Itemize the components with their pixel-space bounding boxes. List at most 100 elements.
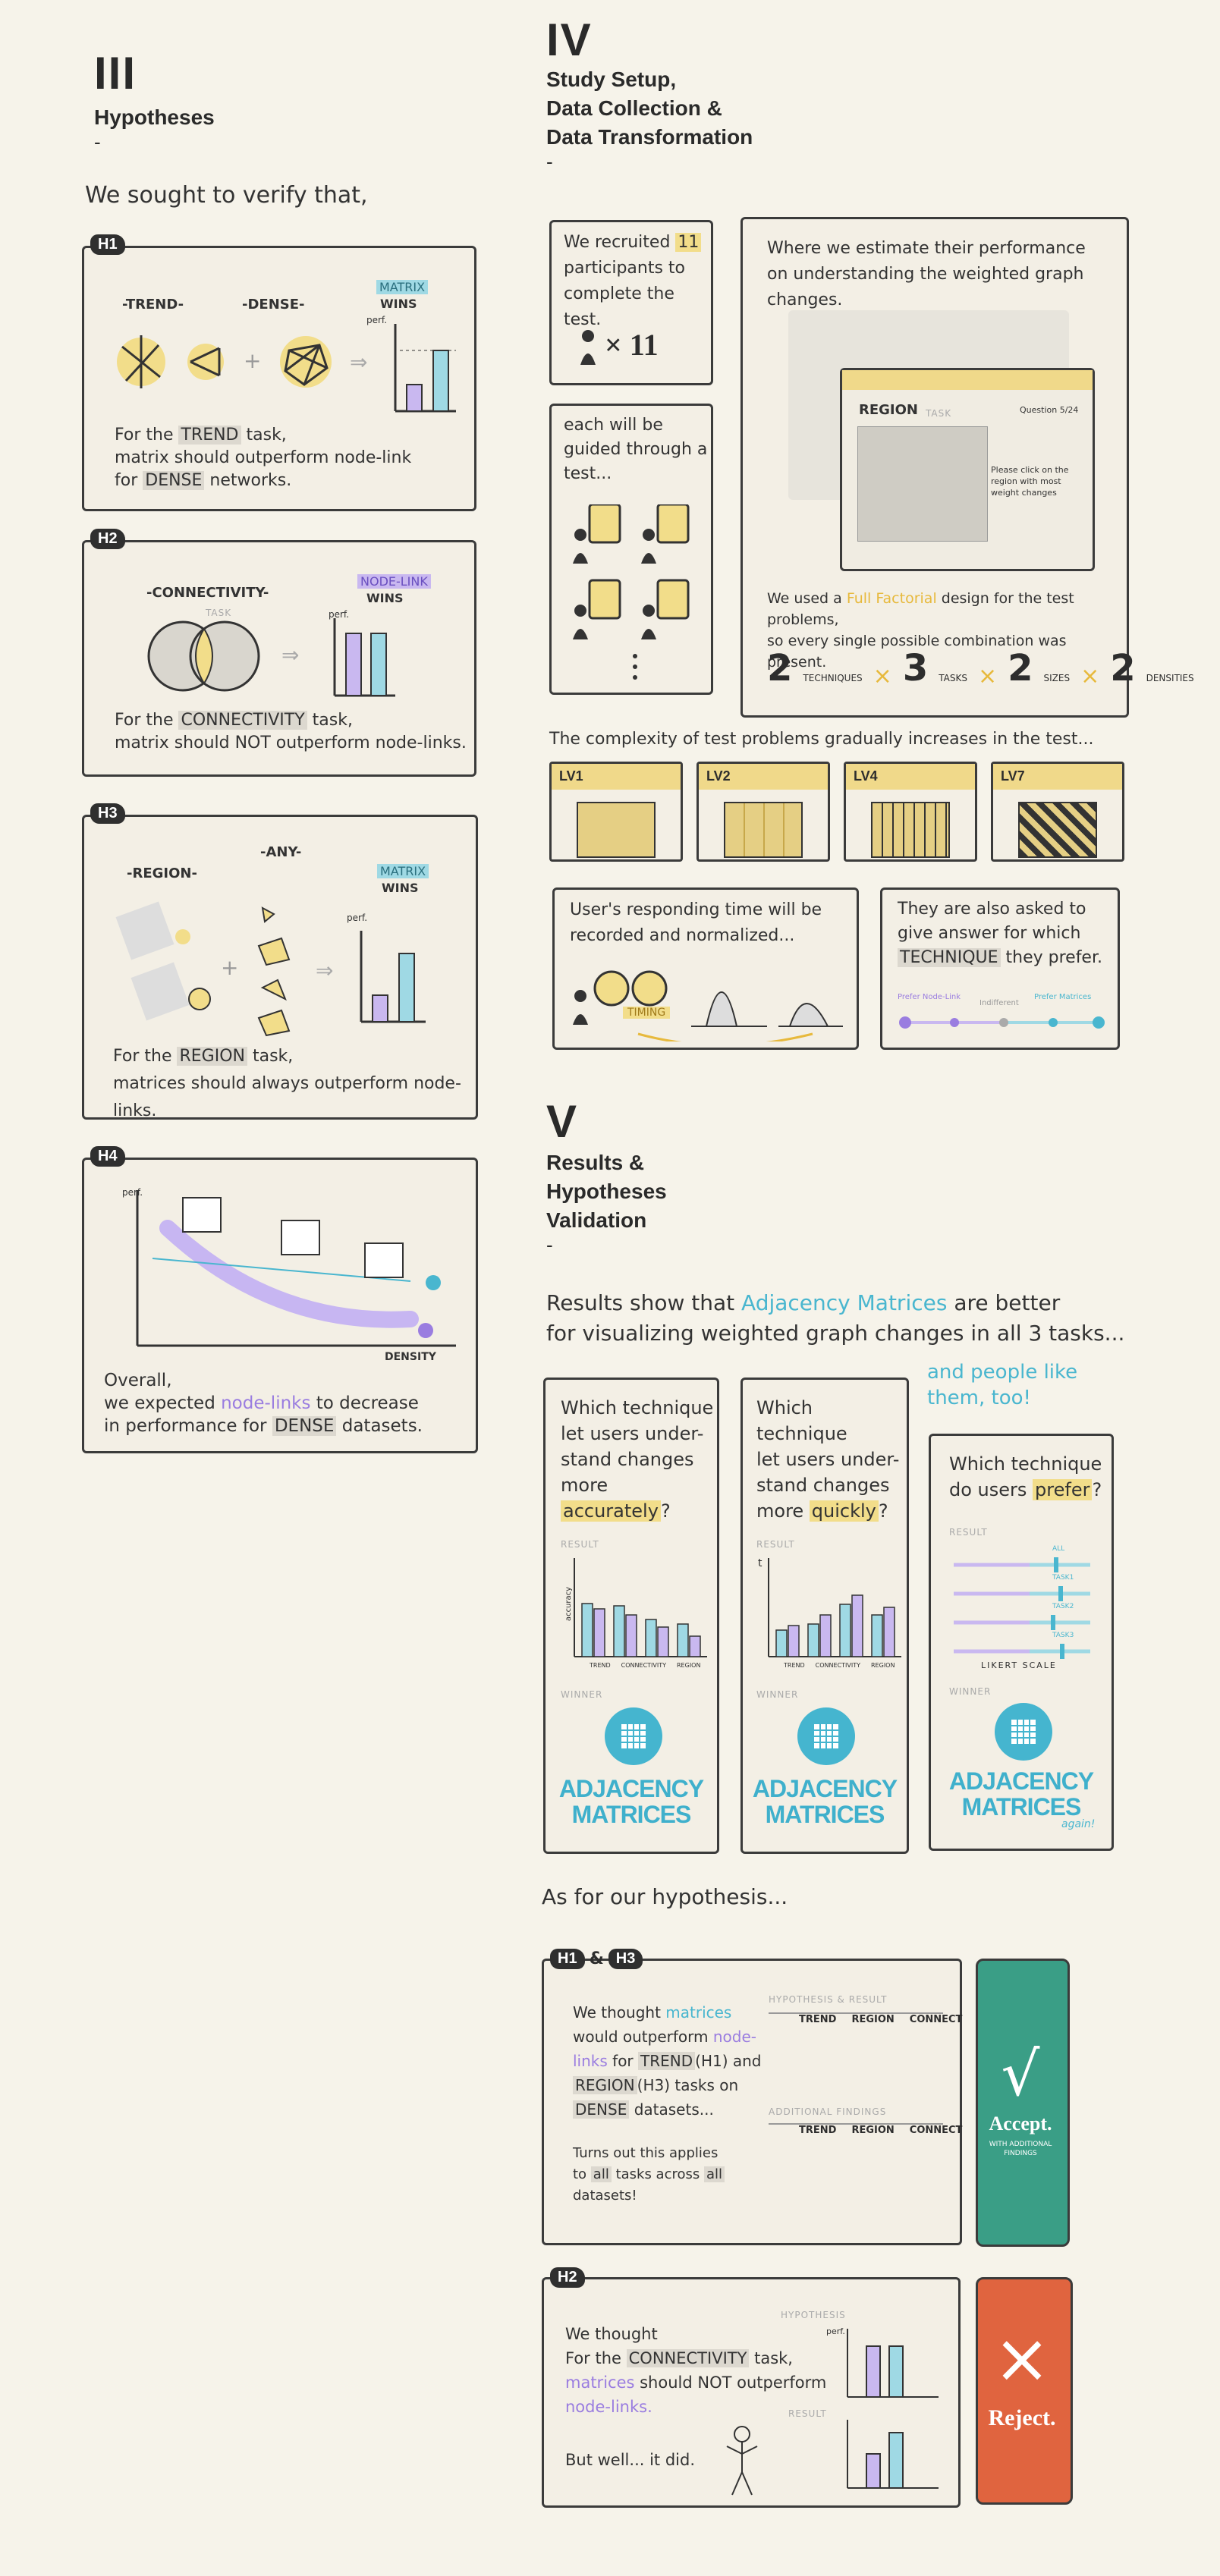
accept-sublabel: WITH ADDITIONAL FINDINGS: [989, 2141, 1052, 2157]
participant-icon: [579, 328, 596, 366]
h4-density-label: DENSITY: [385, 1351, 436, 1363]
h1-wins: WINS: [380, 297, 417, 311]
intro-text: We sought to verify that,: [85, 182, 368, 209]
h2-hypothesis-chart: [847, 2329, 939, 2398]
preference-likert-chart: [954, 1557, 1090, 1659]
adjacency-matrices-logo-text: ADJACENCY MATRICES: [752, 1775, 898, 1828]
h1-tag: H1: [90, 234, 125, 255]
h1-winner: MATRIX: [376, 280, 429, 294]
section-numeral: V: [546, 1096, 579, 1147]
guided-text: each will be guided through a test...: [564, 416, 708, 483]
h4-text: Overall, we expected node-links to decre…: [104, 1371, 423, 1436]
h1-task-trend: -TREND-: [122, 297, 184, 313]
likert-row-task2: TASK2: [1052, 1603, 1074, 1610]
factors-row: 2 TECHNIQUES × 3 TASKS × 2 SIZES × 2 DEN…: [767, 647, 1194, 690]
level-lv7: LV7: [991, 762, 1124, 862]
timing-card: User's responding time will be recorded a…: [552, 887, 859, 1050]
preference-question: Which technique do users prefer?: [949, 1453, 1102, 1500]
factor-techniques-label: TECHNIQUES: [803, 673, 863, 683]
h2-result-card: H2 We thought For the CONNECTIVITY task,…: [542, 2267, 961, 2508]
h2-text: For the CONNECTIVITY task, matrix should…: [115, 711, 467, 752]
speed-result-label: RESULT: [756, 1539, 795, 1550]
ui-region-label: REGION: [859, 402, 918, 418]
again-note: again!: [1061, 1818, 1096, 1830]
reject-verdict: × Reject.: [976, 2277, 1073, 2505]
results-text: Results show that Adjacency Matrices are…: [546, 1290, 1125, 1346]
h2-task: -CONNECTIVITY-: [146, 585, 269, 601]
prefer-left-label: Prefer Node-Link: [898, 993, 961, 1001]
accuracy-result-label: RESULT: [561, 1539, 599, 1550]
prefer-right-label: Prefer Matrices: [1034, 993, 1092, 1001]
timing-text: User's responding time will be recorded a…: [570, 900, 822, 945]
adjacency-matrix-icon: [797, 1707, 855, 1765]
h1-perf-label: perf.: [366, 315, 388, 325]
preference-result-card: Which technique do users prefer? RESULT …: [929, 1434, 1114, 1851]
accept-verdict: √ Accept. WITH ADDITIONAL FINDINGS: [976, 1959, 1070, 2247]
participant-count: × 11: [605, 328, 659, 362]
speed-axis-label: t: [758, 1557, 762, 1569]
h3-text: For the REGION task, matrices should alw…: [113, 1047, 461, 1120]
h2-illustration: ⇒: [147, 618, 395, 697]
h2-perf-label: perf.: [826, 2326, 845, 2336]
section-numeral: IV: [546, 14, 593, 65]
h4-perf-label: perf.: [122, 1187, 143, 1198]
likert-row-all: ALL: [1052, 1545, 1065, 1553]
svg-text:⇒: ⇒: [316, 958, 333, 983]
likert-scale[interactable]: [898, 1011, 1110, 1034]
reject-label: Reject.: [988, 2405, 1056, 2430]
section-dash: -: [546, 150, 553, 173]
level-lv2: LV2: [696, 762, 830, 862]
section-dash: -: [546, 1233, 553, 1256]
hypothesis-h4-card: H4 perf. DENSITY Overall, we expected no…: [82, 1146, 478, 1453]
h3-wins: WINS: [382, 881, 419, 895]
adjacency-matrices-logo-text: ADJACENCY MATRICES: [948, 1767, 1094, 1820]
hypothesis-result-label: HYPOTHESIS & RESULT: [769, 1994, 888, 2005]
hypothesis-h3-card: H3 -REGION- -ANY- + ⇒ MATRIX WINS perf. …: [82, 803, 478, 1120]
cross-icon: ×: [993, 2319, 1051, 2399]
prefer-card: They are also asked to give answer for wh…: [880, 887, 1120, 1050]
accept-label: Accept.: [989, 2113, 1052, 2135]
as-for-text: As for our hypothesis...: [542, 1884, 788, 1909]
h3-illustration: + ⇒: [115, 901, 426, 1037]
h3-perf-label: perf.: [347, 913, 368, 923]
estimate-text: Where we estimate their performance on un…: [767, 239, 1086, 309]
shrug-figure-icon: [726, 2426, 758, 2496]
ui-screenshot-front: REGION TASK Question 5/24 Please click o…: [840, 368, 1095, 571]
h3-task-region: -REGION-: [127, 865, 197, 881]
section-numeral: III: [94, 48, 137, 99]
speed-winner-label: WINNER: [756, 1689, 799, 1700]
preference-result-label: RESULT: [949, 1527, 988, 1538]
h4-tag: H4: [90, 1146, 125, 1167]
h2-result-label: RESULT: [788, 2408, 827, 2419]
speed-result-card: Which technique let users under-stand cha…: [740, 1378, 909, 1854]
svg-text:+: +: [221, 955, 238, 980]
section-title: Study Setup, Data Collection & Data Transf…: [546, 68, 753, 149]
h1-h3-finding: Turns out this applies to all tasks acro…: [573, 2143, 725, 2207]
people-like-text: and people like them, too!: [927, 1361, 1078, 1409]
adjacency-matrix-icon: [995, 1703, 1052, 1761]
h3-tag: H3: [90, 803, 125, 824]
h2-result-twist: But well... it did.: [565, 2451, 696, 2469]
hypothesis-h1-card: H1 + ⇒ -TREND- -DENSE- MATRIX WINS perf.…: [82, 234, 476, 511]
factor-sizes-n: 2: [1008, 647, 1033, 690]
complexity-text: The complexity of test problems graduall…: [549, 730, 1094, 749]
speed-x-labels: TREND CONNECTIVITY REGION: [784, 1662, 895, 1669]
recruit-text: We recruited 11 participants to complete …: [564, 230, 711, 333]
likert-row-task3: TASK3: [1052, 1632, 1074, 1639]
likert-row-task1: TASK1: [1052, 1574, 1074, 1582]
h1-illustration: + ⇒: [117, 324, 456, 413]
h1-h3-tags: H1 & H3: [550, 1949, 643, 1969]
ui-task-label: TASK: [926, 408, 952, 419]
factor-tasks-n: 3: [902, 647, 929, 690]
times-icon: ×: [873, 663, 892, 690]
ui-instruction: Please click on the region with most wei…: [991, 465, 1069, 498]
h1-h3-result-card: H1 & H3 We thought matrices would outper…: [542, 1949, 962, 2245]
h3-winner: MATRIX: [377, 864, 429, 878]
adjacency-matrices-logo-text: ADJACENCY MATRICES: [558, 1775, 704, 1828]
h2-result-chart: [847, 2420, 939, 2489]
h3-task-any: -ANY-: [260, 844, 302, 860]
timing-illustration: [573, 970, 843, 1041]
speed-question: Which technique let users under-stand cha…: [756, 1397, 900, 1522]
ui-counter: Question 5/24: [1020, 405, 1079, 415]
accuracy-winner-label: WINNER: [561, 1689, 603, 1700]
